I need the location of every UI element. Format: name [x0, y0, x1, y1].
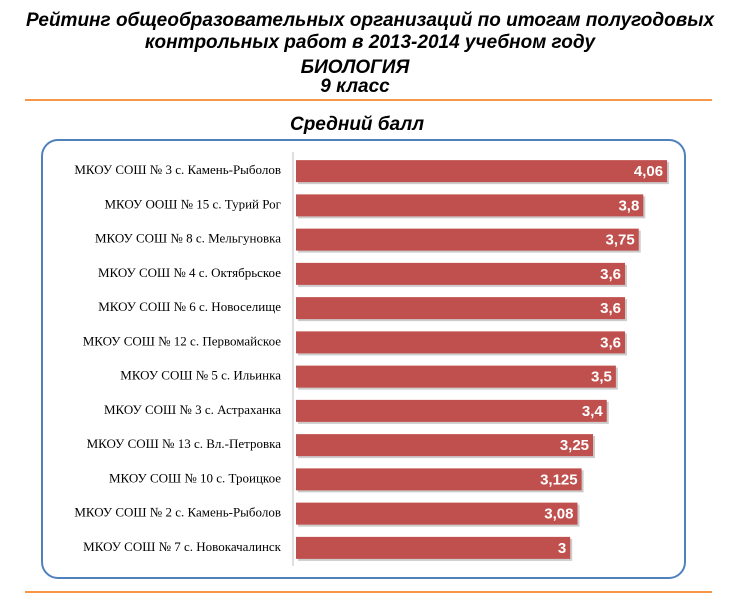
bar — [296, 536, 571, 559]
bar — [296, 262, 626, 285]
category-label: МКОУ СОШ № 6 с. Новоселище — [98, 299, 281, 314]
category-label: МКОУ СОШ № 10 с. Троицкое — [109, 470, 281, 485]
category-label: МКОУ СОШ № 4 с. Октябрьское — [98, 265, 281, 280]
title-line: Рейтинг общеобразовательных организаций … — [26, 10, 716, 31]
bar — [296, 468, 582, 491]
value-label: 3,25 — [560, 437, 589, 454]
category-label: МКОУ СОШ № 8 с. Мельгуновка — [95, 231, 281, 246]
bar — [296, 502, 578, 525]
category-label: МКОУ СОШ № 7 с. Новокачалинск — [83, 539, 282, 554]
value-label: 3,6 — [600, 334, 621, 351]
value-label: 3,5 — [591, 369, 612, 386]
category-label: МКОУ СОШ № 3 с. Камень-Рыболов — [74, 162, 281, 177]
value-label: 3,4 — [582, 403, 604, 420]
value-label: 3 — [558, 540, 566, 557]
bar — [296, 228, 639, 251]
category-label: МКОУ ООШ № 15 с. Турий Рог — [104, 196, 281, 211]
bar — [296, 434, 594, 457]
category-label: МКОУ СОШ № 5 с. Ильинка — [120, 368, 281, 383]
category-label: МКОУ СОШ № 13 с. Вл.-Петровка — [87, 436, 282, 451]
value-label: 3,125 — [540, 471, 578, 488]
value-label: 3,6 — [600, 300, 621, 317]
subtitle: 9 класс — [320, 76, 390, 97]
value-label: 3,75 — [606, 232, 635, 249]
bar — [296, 331, 626, 354]
bar — [296, 365, 616, 388]
category-label: МКОУ СОШ № 3 с. Астраханка — [104, 402, 281, 417]
value-label: 3,8 — [618, 197, 639, 214]
category-label: МКОУ СОШ № 12 с. Первомайское — [83, 333, 282, 348]
category-label: МКОУ СОШ № 2 с. Камень-Рыболов — [74, 505, 281, 520]
value-label: 4,06 — [634, 163, 663, 180]
bar — [296, 160, 668, 183]
bar — [296, 399, 607, 422]
value-label: 3,08 — [544, 506, 573, 523]
chart-title: Средний балл — [290, 114, 424, 135]
bar — [296, 297, 626, 320]
title-line: контрольных работ в 2013-2014 учебном го… — [145, 32, 597, 53]
value-label: 3,6 — [600, 266, 621, 283]
subtitle: БИОЛОГИЯ — [301, 57, 411, 78]
bar — [296, 194, 644, 217]
